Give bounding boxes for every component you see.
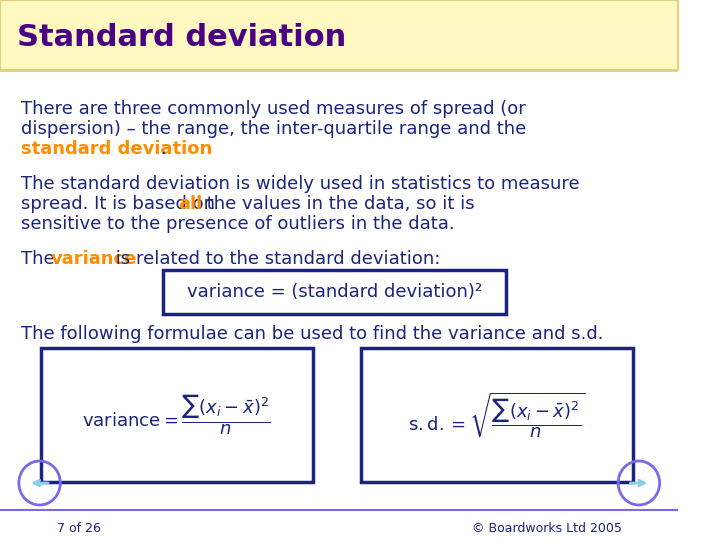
Text: the values in the data, so it is: the values in the data, so it is [201, 195, 474, 213]
Text: The standard deviation is widely used in statistics to measure: The standard deviation is widely used in… [21, 175, 580, 193]
FancyBboxPatch shape [361, 348, 633, 482]
Text: $\mathrm{variance} = \dfrac{\sum(x_i - \bar{x})^2}{n}$: $\mathrm{variance} = \dfrac{\sum(x_i - \… [82, 393, 271, 437]
Text: Standard deviation: Standard deviation [17, 24, 346, 52]
Text: is related to the standard deviation:: is related to the standard deviation: [110, 250, 441, 268]
Text: © Boardworks Ltd 2005: © Boardworks Ltd 2005 [472, 522, 622, 535]
Text: sensitive to the presence of outliers in the data.: sensitive to the presence of outliers in… [21, 215, 454, 233]
FancyBboxPatch shape [0, 0, 678, 70]
Text: variance: variance [51, 250, 138, 268]
Text: There are three commonly used measures of spread (or: There are three commonly used measures o… [21, 100, 526, 118]
FancyBboxPatch shape [40, 348, 313, 482]
Text: $\mathrm{s.d.} = \sqrt{\dfrac{\sum(x_i - \bar{x})^2}{n}}$: $\mathrm{s.d.} = \sqrt{\dfrac{\sum(x_i -… [408, 390, 586, 440]
Text: variance = (standard deviation)²: variance = (standard deviation)² [187, 283, 482, 301]
Text: .: . [160, 140, 166, 158]
Text: The following formulae can be used to find the variance and s.d.: The following formulae can be used to fi… [21, 325, 603, 343]
Text: standard deviation: standard deviation [21, 140, 212, 158]
Text: The: The [21, 250, 60, 268]
FancyBboxPatch shape [163, 270, 506, 314]
Text: all: all [178, 195, 202, 213]
Text: spread. It is based on: spread. It is based on [21, 195, 220, 213]
Text: dispersion) – the range, the inter-quartile range and the: dispersion) – the range, the inter-quart… [21, 120, 526, 138]
Text: 7 of 26: 7 of 26 [57, 522, 100, 535]
